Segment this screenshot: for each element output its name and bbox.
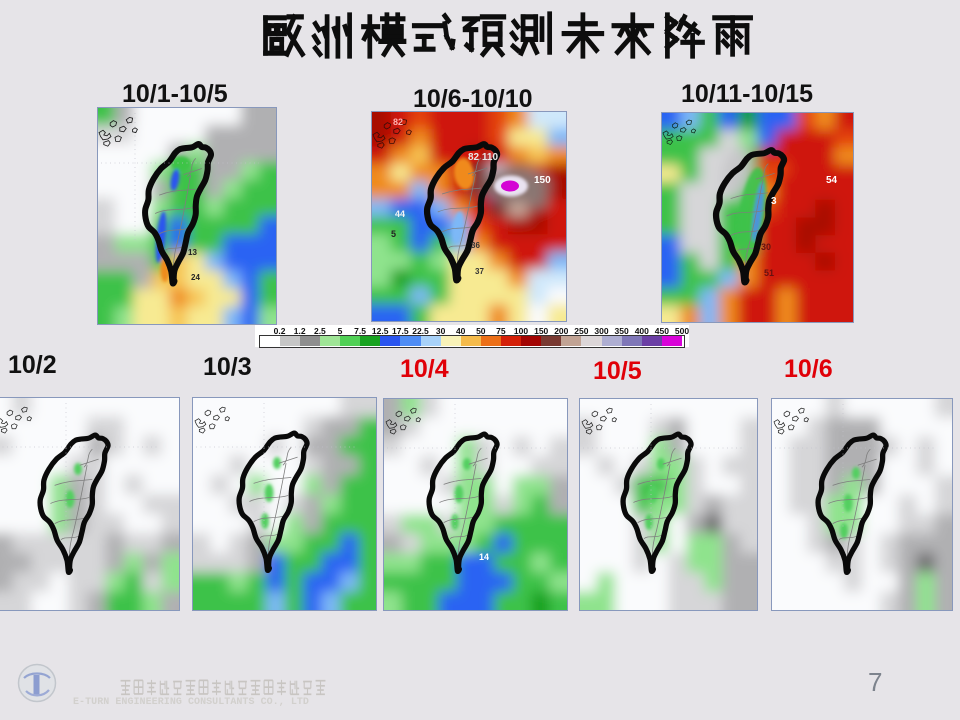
svg-text:24: 24 xyxy=(191,273,200,282)
svg-text:5: 5 xyxy=(391,229,396,239)
svg-text:51: 51 xyxy=(764,268,774,278)
svg-text:36: 36 xyxy=(471,241,480,250)
svg-text:3: 3 xyxy=(771,196,777,207)
svg-text:44: 44 xyxy=(395,209,405,219)
svg-text:13: 13 xyxy=(188,248,197,257)
svg-text:82: 82 xyxy=(393,117,403,127)
svg-text:30: 30 xyxy=(761,242,771,252)
svg-text:150: 150 xyxy=(534,175,551,186)
svg-text:54: 54 xyxy=(826,175,838,186)
svg-text:82 110: 82 110 xyxy=(468,152,498,163)
svg-text:37: 37 xyxy=(475,267,484,276)
svg-text:14: 14 xyxy=(479,552,489,562)
